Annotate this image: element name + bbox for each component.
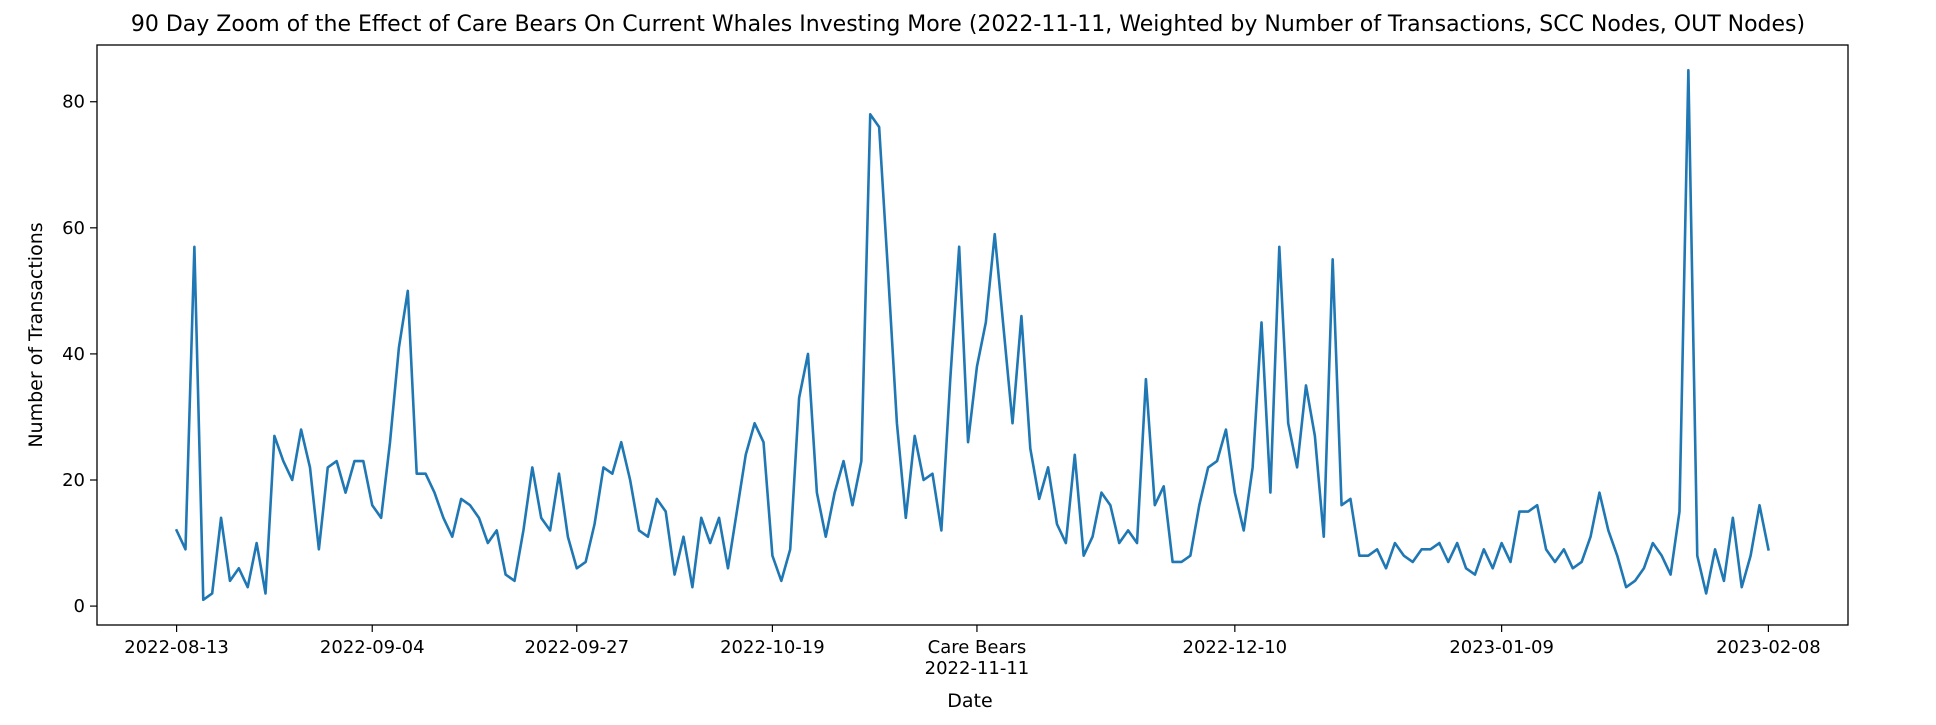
y-axis: 0 20 40 60 80 [62,92,97,617]
x-tick-label: 2022-10-19 [720,637,825,658]
x-tick-label: 2022-08-13 [124,637,229,658]
y-axis-label: Number of Transactions [25,222,47,447]
y-tick-label: 40 [62,344,85,365]
y-tick-label: 20 [62,470,85,491]
x-tick-label: 2023-02-08 [1716,637,1821,658]
x-tick-label: 2022-09-04 [320,637,425,658]
x-tick-label: 2022-09-27 [524,637,629,658]
x-tick-label: Care Bears [928,637,1027,658]
y-tick-label: 60 [62,218,85,239]
x-tick-label-secondary: 2022-11-11 [925,658,1030,679]
plot-area: 2022-08-13 2022-09-04 2022-09-27 2022-10-19… [62,44,1849,679]
plot-frame [96,44,1849,626]
x-axis-label: Date [947,690,992,712]
x-axis: 2022-08-13 2022-09-04 2022-09-27 2022-10-19… [124,625,1821,679]
y-tick-label: 80 [62,92,85,113]
x-tick-label: 2023-01-09 [1449,637,1554,658]
x-tick-label: 2022-12-10 [1183,637,1288,658]
series-line [174,68,1770,602]
y-tick-label: 0 [74,596,85,617]
chart-title: 90 Day Zoom of the Effect of Care Bears … [131,12,1805,37]
